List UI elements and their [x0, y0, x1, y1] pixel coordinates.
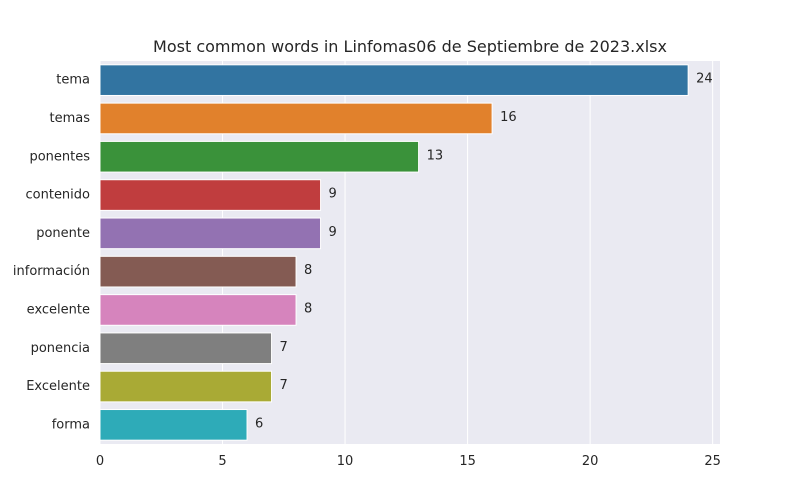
bar-value-label: 8: [304, 301, 312, 316]
x-tick-label: 10: [337, 454, 354, 469]
y-tick-label: tema: [56, 73, 90, 88]
bar-forma: [99, 409, 248, 441]
chart-title: Most common words in Linfomas06 de Septi…: [153, 37, 667, 56]
y-tick-label: contenido: [26, 188, 91, 203]
bar-value-label: 24: [696, 72, 713, 87]
y-tick-label: ponencia: [31, 341, 90, 356]
x-tick-label: 0: [96, 454, 104, 469]
bar-excelente: [99, 370, 273, 403]
bar-excelente: [99, 294, 297, 326]
bars: [99, 64, 689, 441]
y-tick-label: forma: [52, 417, 90, 432]
data-labels: 24 16 13 9 9 8 8 7 7 6: [255, 72, 713, 432]
y-axis-tick-labels: tema temas ponentes contenido ponente informa…: [13, 73, 90, 433]
bar-value-label: 13: [427, 148, 444, 163]
bar-informaci-n: [99, 255, 297, 288]
x-tick-label: 15: [459, 454, 476, 469]
bar-value-label: 6: [255, 416, 263, 431]
bar-value-label: 9: [329, 225, 337, 240]
bar-value-label: 16: [500, 110, 517, 125]
bar-tema: [99, 64, 689, 96]
bar-ponencia: [99, 332, 273, 365]
x-tick-label: 25: [704, 454, 721, 469]
bar-value-label: 7: [280, 340, 288, 355]
y-tick-label: ponentes: [29, 149, 90, 164]
bar-ponentes: [99, 140, 420, 173]
y-tick-label: Excelente: [26, 379, 90, 394]
y-tick-label: excelente: [27, 302, 90, 317]
x-axis-tick-labels: 0 5 10 15 20 25: [96, 454, 721, 469]
y-tick-label: información: [13, 264, 90, 279]
bar-contenido: [99, 179, 322, 211]
bar-temas: [99, 102, 493, 135]
x-tick-label: 20: [582, 454, 599, 469]
bar-value-label: 7: [280, 378, 288, 393]
bar-value-label: 8: [304, 263, 312, 278]
x-tick-label: 5: [218, 454, 226, 469]
bar-value-label: 9: [329, 187, 337, 202]
y-tick-label: temas: [50, 111, 91, 126]
bar-ponente: [99, 217, 322, 250]
y-tick-label: ponente: [36, 226, 90, 241]
